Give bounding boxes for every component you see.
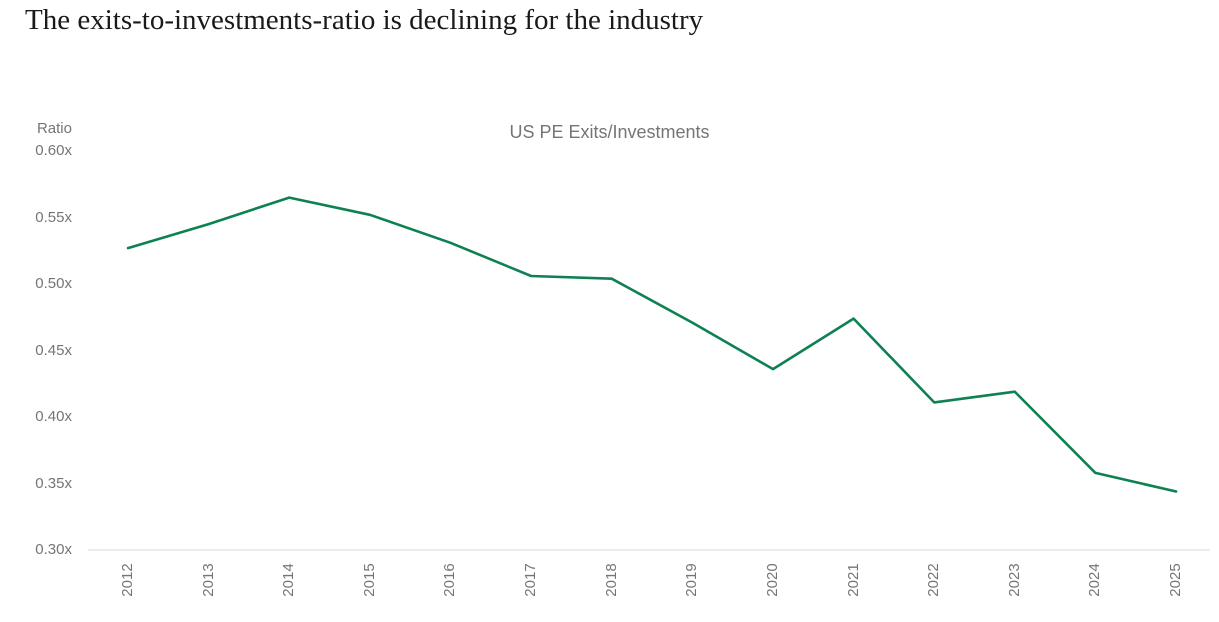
x-tick-label: 2017: [522, 563, 540, 597]
x-tick-label: 2020: [763, 563, 781, 597]
y-tick-label: 0.35x: [35, 474, 72, 492]
x-tick-label: 2012: [119, 563, 136, 597]
x-tick-label: 2015: [360, 563, 378, 597]
y-tick-label: 0.55x: [35, 208, 72, 226]
x-tick-label: 2021: [844, 563, 862, 597]
x-tick-label: 2016: [441, 563, 459, 597]
y-tick-label: 0.50x: [35, 275, 72, 292]
y-axis-unit-label: Ratio: [36, 120, 72, 137]
series-line: [126, 196, 1178, 493]
y-tick-label: 0.30x: [35, 541, 72, 558]
y-tick-label: 0.45x: [35, 341, 72, 359]
x-tick-label: 2014: [280, 563, 298, 597]
x-tick-label: 2023: [1005, 563, 1023, 597]
x-tick-label: 2019: [683, 563, 701, 597]
x-tick-label: 2024: [1086, 563, 1104, 597]
x-tick-label: 2025: [1167, 563, 1185, 597]
x-tick-label: 2013: [199, 563, 217, 597]
page-title: The exits-to-investments-ratio is declin…: [25, 4, 704, 36]
y-tick-label: 0.40x: [35, 408, 72, 425]
chart-title: US PE Exits/Investments: [509, 122, 710, 142]
x-tick-label: 2018: [602, 563, 620, 597]
y-tick-label: 0.60x: [35, 142, 72, 159]
x-tick-label: 2022: [925, 563, 943, 597]
